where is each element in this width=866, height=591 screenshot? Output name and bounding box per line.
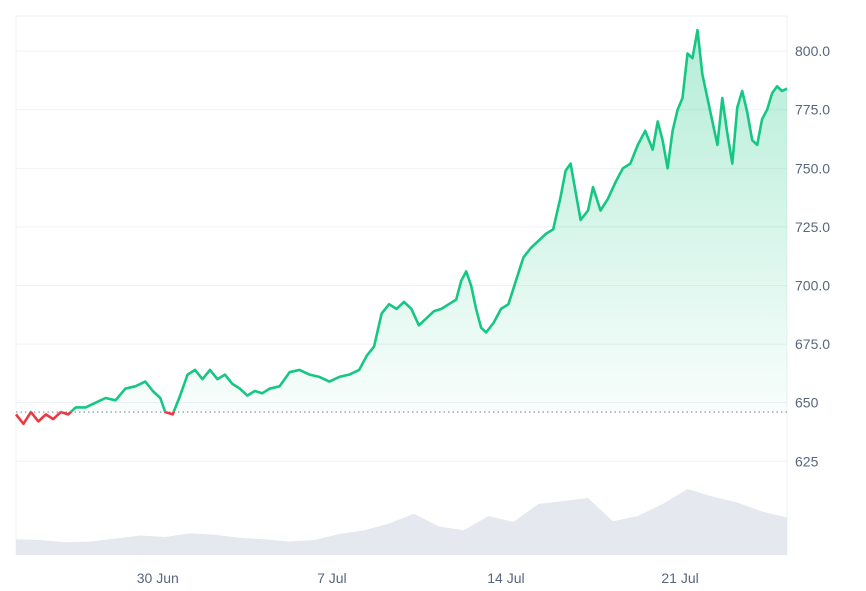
y-tick-label: 725.0 [795, 219, 830, 235]
x-tick-label: 30 Jun [137, 570, 179, 586]
y-tick-label: 650 [795, 395, 819, 411]
y-tick-label: 700.0 [795, 278, 830, 294]
price-line-down [14, 412, 176, 426]
y-tick-label: 800.0 [795, 43, 830, 59]
price-line-up [29, 28, 788, 413]
price-area-fill [16, 30, 787, 413]
y-tick-label: 625 [795, 453, 819, 469]
y-tick-label: 750.0 [795, 160, 830, 176]
x-tick-label: 21 Jul [661, 570, 698, 586]
y-tick-label: 775.0 [795, 102, 830, 118]
x-tick-label: 7 Jul [317, 570, 347, 586]
x-axis-ticks: 30 Jun 7 Jul 14 Jul 21 Jul [137, 570, 699, 586]
price-area-up [16, 30, 787, 413]
x-tick-label: 14 Jul [487, 570, 524, 586]
volume-area [16, 489, 787, 555]
volume-series [16, 489, 787, 555]
y-tick-label: 675.0 [795, 336, 830, 352]
y-axis-ticks: 800.0 775.0 750.0 725.0 700.0 675.0 650 625 [795, 43, 830, 469]
price-line [14, 28, 788, 426]
